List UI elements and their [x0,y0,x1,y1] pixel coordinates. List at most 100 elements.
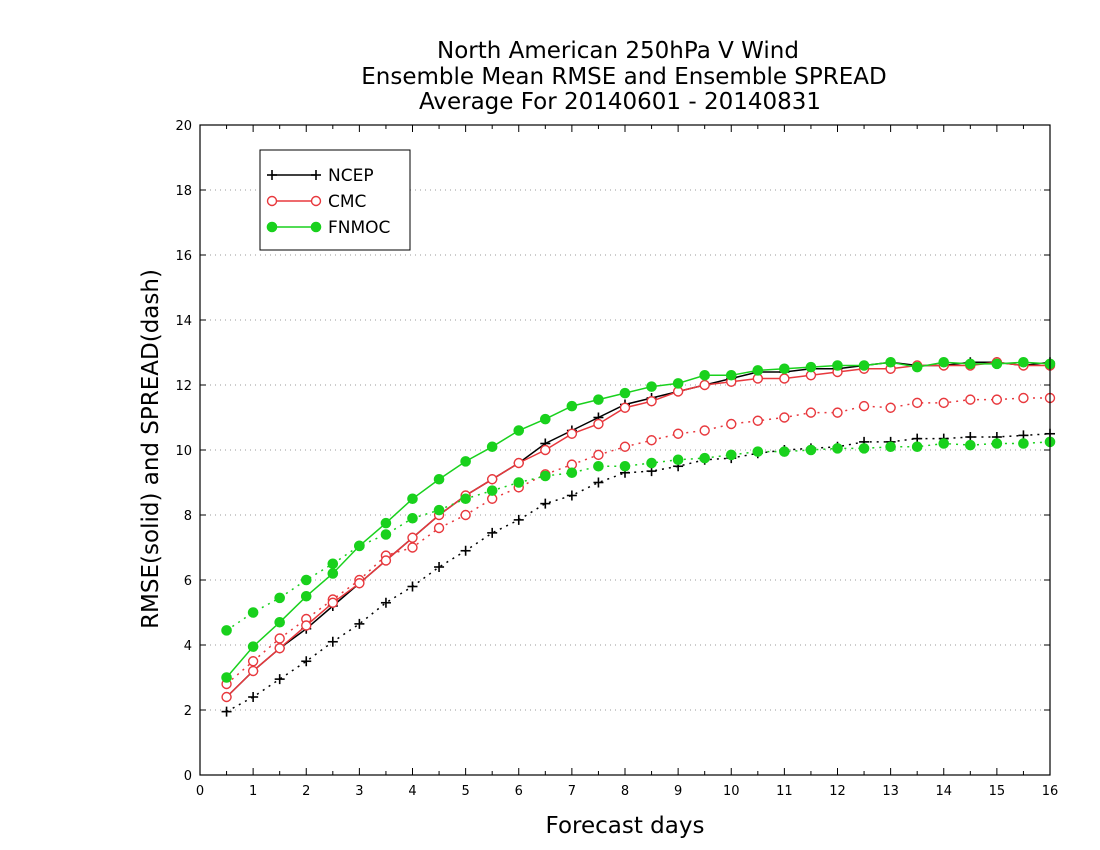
fnmoc-spread-point [1018,438,1029,449]
fnmoc-rmse-point [460,456,471,467]
title-line-2: Ensemble Mean RMSE and Ensemble SPREAD [361,64,886,90]
cmc-rmse-point [354,578,365,589]
fnmoc-rmse-point [566,400,578,412]
ncep-spread-point [301,656,312,667]
fnmoc-spread-point [407,512,418,524]
y-tick-label: 10 [175,444,192,459]
cmc-spread-point [885,402,896,413]
fnmoc-rmse-point [752,365,764,376]
x-tick-label: 14 [935,784,952,799]
cmc-spread-point [699,425,710,436]
x-tick-label: 6 [515,784,523,799]
series-ncep [221,357,1055,717]
fnmoc-rmse-point [540,413,551,425]
y-tick-label: 6 [184,574,192,589]
fnmoc-spread-point [965,439,976,451]
fnmoc-rmse-point [991,358,1003,370]
cmc-spread-point [858,400,870,412]
fnmoc-spread-point [832,443,843,454]
legend-entry-cmc: CMC [266,192,366,212]
ncep-spread-point [434,562,445,572]
fnmoc-rmse-point [619,387,631,399]
fnmoc-rmse-point [805,361,817,373]
fnmoc-rmse-point [965,358,976,370]
fnmoc-rmse-point [486,441,498,453]
legend-marker [267,170,277,180]
ncep-spread-point [248,692,259,702]
fnmoc-spread-line [226,441,1051,632]
fnmoc-rmse-point [513,425,525,436]
y-tick-label: 8 [184,509,192,524]
cmc-rmse-point [593,418,604,430]
fnmoc-spread-point [938,438,950,449]
x-axis-label: Forecast days [546,813,705,839]
legend: NCEP CMC FNMOC [259,149,411,251]
cmc-rmse-point [327,597,339,608]
cmc-rmse-point [779,373,790,384]
x-tick-label: 3 [355,784,363,799]
fnmoc-rmse-point [885,356,896,368]
ncep-rmse-line [226,361,1051,698]
ncep-spread-point [566,490,577,501]
fnmoc-rmse-point [407,493,418,505]
y-tick-label: 2 [184,704,192,719]
fnmoc-spread-point [672,454,684,466]
ncep-spread-point [380,597,391,608]
cmc-spread-point [247,656,259,667]
cmc-spread-point [460,509,471,521]
fnmoc-rmse-point [221,672,232,683]
fnmoc-spread-point [619,460,631,472]
y-tick-label: 0 [184,769,192,784]
x-tick-label: 1 [249,784,257,799]
ncep-spread-point [487,527,498,538]
cmc-rmse-point [486,474,498,485]
legend-label: CMC [328,192,366,212]
ncep-spread-line [226,433,1051,713]
cmc-spread-point [274,633,285,644]
ncep-spread-point [407,581,418,592]
legend-marker [310,195,322,207]
fnmoc-spread-point [247,607,259,618]
legend-marker [266,221,278,233]
cmc-rmse-point [221,691,232,703]
cmc-spread-point [752,415,764,426]
cmc-spread-point [407,542,418,553]
fnmoc-spread-point [911,441,923,453]
fnmoc-rmse-point [593,394,604,405]
cmc-spread-point [991,394,1003,405]
fnmoc-spread-point [805,444,817,456]
y-tick-label: 4 [184,639,192,654]
cmc-rmse-point [646,396,657,407]
cmc-rmse-point [699,379,710,391]
fnmoc-spread-point [885,441,896,453]
cmc-spread-point [938,397,949,409]
fnmoc-rmse-point [858,360,870,371]
fnmoc-spread-point [779,446,790,457]
fnmoc-spread-point [486,485,498,496]
cmc-rmse-point [513,457,524,469]
x-tick-label: 9 [674,784,682,799]
ncep-spread-point [540,498,551,509]
cmc-spread-point [911,397,923,409]
cmc-rmse-point [301,620,312,631]
fnmoc-rmse-point [911,361,923,373]
chart-title: North American 250hPa V Wind Ensemble Me… [361,38,886,115]
fnmoc-spread-point [513,477,525,488]
ncep-spread-point [460,545,471,556]
ncep-spread-point [221,706,232,717]
fnmoc-rmse-point [646,381,657,392]
legend-marker [311,170,321,180]
x-tick-label: 16 [1042,784,1059,799]
fnmoc-spread-point [858,443,870,454]
x-tick-label: 15 [989,784,1006,799]
y-tick-label: 16 [175,249,192,264]
ncep-spread-point [354,618,365,629]
ncep-spread-point [593,477,604,488]
fnmoc-spread-point [460,493,471,505]
fnmoc-spread-point [540,470,551,482]
series-fnmoc [221,356,1056,683]
fnmoc-rmse-point [274,616,285,628]
cmc-spread-point [593,449,604,461]
fnmoc-rmse-point [672,378,684,389]
